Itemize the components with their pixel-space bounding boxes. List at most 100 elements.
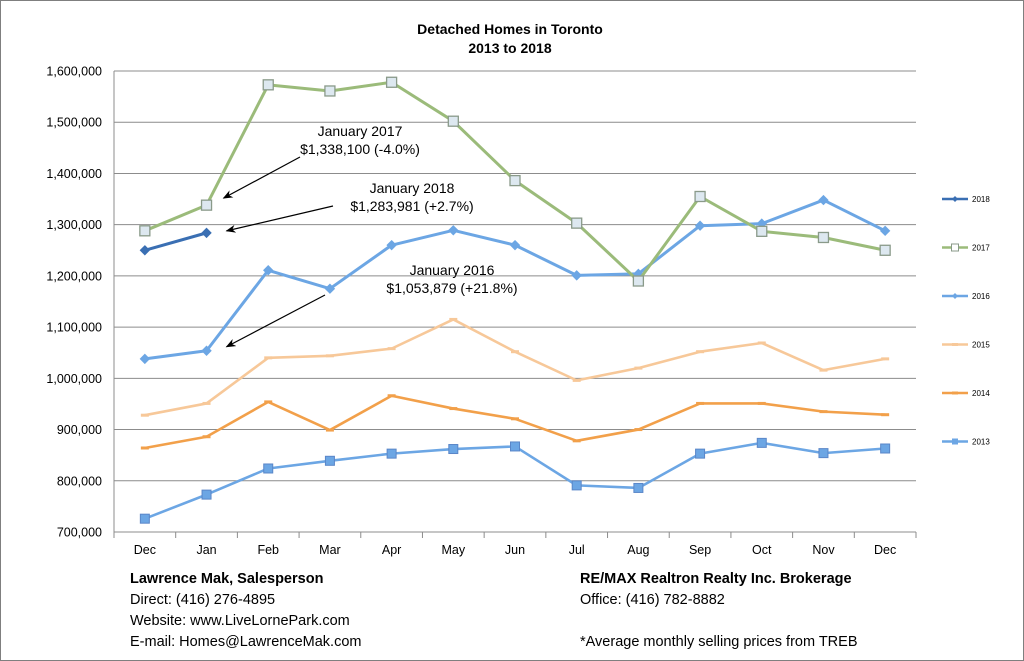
x-tick-label: Jun xyxy=(505,543,525,557)
data-point xyxy=(511,350,519,354)
data-point xyxy=(448,225,459,236)
gridlines xyxy=(114,70,916,533)
y-tick-label: 1,000,000 xyxy=(46,372,102,386)
chart-title: Detached Homes in Toronto xyxy=(417,21,603,37)
data-point xyxy=(757,401,766,405)
data-point xyxy=(696,401,705,405)
data-point xyxy=(818,448,829,459)
data-point xyxy=(263,265,274,276)
annotation-value: $1,283,981 (+2.7%) xyxy=(350,198,473,214)
series-2015 xyxy=(140,317,890,417)
legend-marker xyxy=(952,343,958,346)
legend-marker xyxy=(952,293,958,299)
data-point xyxy=(385,76,398,88)
data-point xyxy=(448,444,459,455)
x-tick-label: Sep xyxy=(689,543,711,557)
data-point xyxy=(139,225,151,237)
agent-direct-phone: Direct: (416) 276-4895 xyxy=(130,592,276,608)
data-point xyxy=(818,194,829,206)
legend-label: 2018 xyxy=(972,195,990,204)
data-point xyxy=(634,366,643,370)
data-point xyxy=(879,225,891,237)
legend-item: 2017 xyxy=(942,243,990,253)
data-point xyxy=(201,345,212,356)
legend-item: 2014 xyxy=(942,389,990,398)
annotation-arrow xyxy=(225,294,326,348)
legend-item: 2013 xyxy=(942,438,990,447)
x-tick-label: Apr xyxy=(382,543,401,557)
annotation-layer: January 2017$1,338,100 (-4.0%)January 20… xyxy=(222,123,518,348)
series-line-2018 xyxy=(144,231,207,252)
data-point xyxy=(756,437,767,448)
data-point xyxy=(880,443,891,454)
y-axis: 700,000 800,000 900,000 1,000,000 1,100,000 1… xyxy=(46,65,115,540)
data-point xyxy=(200,199,213,211)
legend-marker xyxy=(952,391,958,395)
data-point xyxy=(881,413,890,417)
data-point xyxy=(694,220,706,231)
annotation-arrow xyxy=(222,156,301,199)
data-point xyxy=(632,275,645,287)
data-point xyxy=(571,480,582,491)
data-point xyxy=(695,448,706,459)
x-tick-label: Dec xyxy=(874,543,896,557)
x-tick-label: Dec xyxy=(134,543,156,557)
annotation-title: January 2016 xyxy=(410,262,495,278)
legend-label: 2015 xyxy=(972,341,990,350)
data-point xyxy=(510,441,520,452)
y-tick-label: 1,100,000 xyxy=(46,321,102,335)
chart-title-group: Detached Homes in Toronto 2013 to 2018 xyxy=(417,21,603,56)
data-point xyxy=(387,394,396,398)
data-point xyxy=(387,347,396,351)
legend-item: 2018 xyxy=(942,195,990,204)
annotation-value: $1,053,879 (+21.8%) xyxy=(386,280,517,296)
legend-label: 2014 xyxy=(972,389,990,398)
data-point xyxy=(817,231,830,244)
data-point xyxy=(879,244,891,256)
annotation-arrow xyxy=(225,205,334,233)
legend-label: 2016 xyxy=(972,292,990,301)
data-point xyxy=(324,283,336,294)
series-2013 xyxy=(139,437,891,524)
data-point xyxy=(756,225,768,237)
annotation-title: January 2017 xyxy=(318,123,403,139)
y-tick-label: 900,000 xyxy=(57,423,102,437)
agent-email: E-mail: Homes@LawrenceMak.com xyxy=(130,634,362,650)
data-point xyxy=(202,435,211,439)
data-point xyxy=(509,174,521,187)
agent-name: Lawrence Mak, Salesperson xyxy=(130,571,324,587)
legend-marker xyxy=(951,243,959,252)
data-point xyxy=(571,217,583,229)
data-point xyxy=(694,190,706,203)
legend: 2018 2017 2016 2015 2014 2013 xyxy=(942,195,990,447)
x-tick-label: Nov xyxy=(812,543,835,557)
data-point xyxy=(572,378,581,382)
y-tick-label: 800,000 xyxy=(57,474,102,488)
data-point xyxy=(572,439,581,443)
series-line-2015 xyxy=(144,318,886,417)
data-point xyxy=(633,482,644,493)
y-tick-label: 1,600,000 xyxy=(46,65,102,79)
data-point xyxy=(386,239,397,251)
data-point xyxy=(511,417,519,421)
source-note: *Average monthly selling prices from TRE… xyxy=(580,634,858,650)
annotation: January 2016 $1,053,879 (+21.8%) xyxy=(225,262,518,348)
data-point xyxy=(819,368,828,372)
brokerage-info: RE/MAX Realtron Realty Inc. Brokerage Of… xyxy=(580,569,858,653)
data-point xyxy=(140,446,149,450)
data-point xyxy=(447,115,459,127)
series-2014 xyxy=(140,394,890,450)
data-point xyxy=(201,227,212,239)
brokerage-office-phone: Office: (416) 782-8882 xyxy=(580,592,725,608)
data-point xyxy=(264,356,273,360)
data-point xyxy=(262,79,274,91)
x-tick-label: May xyxy=(441,543,465,557)
data-point xyxy=(139,245,151,256)
legend-item: 2016 xyxy=(942,292,990,301)
annotation: January 2018 $1,283,981 (+2.7%) xyxy=(225,180,474,233)
data-point xyxy=(139,513,150,524)
series-2018 xyxy=(139,227,212,256)
data-point xyxy=(325,428,334,432)
